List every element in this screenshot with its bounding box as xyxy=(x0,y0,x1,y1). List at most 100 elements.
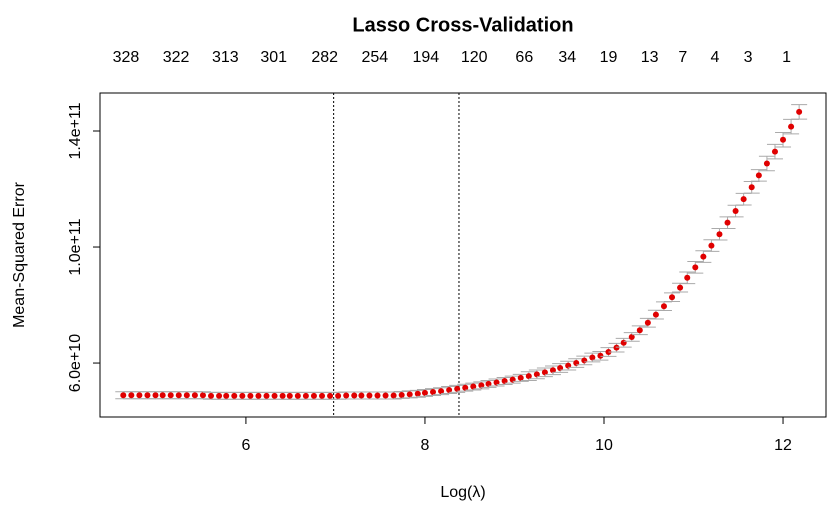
x-tick-label: 10 xyxy=(595,437,613,454)
point xyxy=(605,349,612,356)
point xyxy=(239,392,246,399)
point xyxy=(310,392,317,399)
point xyxy=(438,388,445,395)
top-axis-label: 301 xyxy=(260,49,287,66)
y-tick-label: 1.4e+11 xyxy=(67,102,84,159)
point xyxy=(525,373,532,380)
point xyxy=(644,319,651,326)
point xyxy=(748,184,755,191)
y-tick-label: 1.0e+11 xyxy=(67,218,84,275)
top-axis-label: 282 xyxy=(311,49,338,66)
point xyxy=(159,392,166,399)
point xyxy=(669,294,676,301)
point xyxy=(390,392,397,399)
point xyxy=(541,369,548,376)
point xyxy=(755,172,762,179)
point xyxy=(216,392,223,399)
point xyxy=(343,392,350,399)
point xyxy=(286,392,293,399)
point xyxy=(319,392,326,399)
point xyxy=(716,231,723,238)
x-tick-label: 12 xyxy=(774,437,792,454)
x-tick-label: 8 xyxy=(421,437,430,454)
point xyxy=(255,392,262,399)
point xyxy=(454,385,461,392)
top-axis-label: 3 xyxy=(744,49,753,66)
point xyxy=(597,352,604,359)
top-axis-label: 322 xyxy=(163,49,190,66)
point xyxy=(660,303,667,310)
point xyxy=(557,364,564,371)
point xyxy=(724,219,731,226)
point xyxy=(128,392,135,399)
x-axis-label: Log(λ) xyxy=(440,484,485,501)
point xyxy=(462,384,469,391)
top-axis-label: 19 xyxy=(600,49,618,66)
top-axis-label: 7 xyxy=(678,49,687,66)
top-axis-label: 4 xyxy=(711,49,720,66)
point xyxy=(470,383,477,390)
point xyxy=(152,392,159,399)
point xyxy=(208,392,215,399)
point xyxy=(183,392,190,399)
point xyxy=(581,357,588,364)
point xyxy=(398,391,405,398)
point xyxy=(613,344,620,351)
plot-frame xyxy=(99,92,827,418)
point xyxy=(692,264,699,271)
x-tick-label: 6 xyxy=(241,437,250,454)
point xyxy=(421,389,428,396)
point xyxy=(700,253,707,260)
point xyxy=(247,392,254,399)
point xyxy=(335,392,342,399)
point xyxy=(788,123,795,130)
top-axis-label: 313 xyxy=(212,49,239,66)
point xyxy=(732,208,739,215)
point xyxy=(677,284,684,291)
point xyxy=(430,389,437,396)
point xyxy=(175,392,182,399)
y-tick-label: 6.0e+10 xyxy=(67,334,84,392)
point xyxy=(144,392,151,399)
point xyxy=(771,148,778,155)
point xyxy=(191,392,198,399)
point xyxy=(740,196,747,203)
point xyxy=(501,378,508,385)
point xyxy=(796,108,803,115)
point xyxy=(374,392,381,399)
top-axis-label: 34 xyxy=(558,49,576,66)
y-axis-label: Mean-Squared Error xyxy=(11,181,28,328)
point xyxy=(351,392,358,399)
point xyxy=(414,390,421,397)
point xyxy=(493,379,500,386)
point xyxy=(271,392,278,399)
point xyxy=(167,392,174,399)
point xyxy=(366,392,373,399)
point xyxy=(382,392,389,399)
point xyxy=(406,391,413,398)
point xyxy=(684,274,691,281)
point xyxy=(485,380,492,387)
chart-title: Lasso Cross-Validation xyxy=(352,14,573,36)
point xyxy=(533,371,540,378)
point xyxy=(263,392,270,399)
top-axis-label: 13 xyxy=(641,49,659,66)
point xyxy=(327,392,334,399)
point xyxy=(279,392,286,399)
point xyxy=(446,387,453,394)
point xyxy=(628,333,635,340)
top-axis-label: 1 xyxy=(782,49,791,66)
top-axis-label: 254 xyxy=(361,49,388,66)
point xyxy=(294,392,301,399)
point xyxy=(120,392,127,399)
top-axis-label: 66 xyxy=(515,49,533,66)
point xyxy=(763,160,770,167)
point xyxy=(358,392,365,399)
point xyxy=(478,382,485,389)
top-axis-label: 194 xyxy=(412,49,439,66)
point xyxy=(517,374,524,381)
point xyxy=(136,392,143,399)
point xyxy=(780,136,787,143)
point xyxy=(302,392,309,399)
